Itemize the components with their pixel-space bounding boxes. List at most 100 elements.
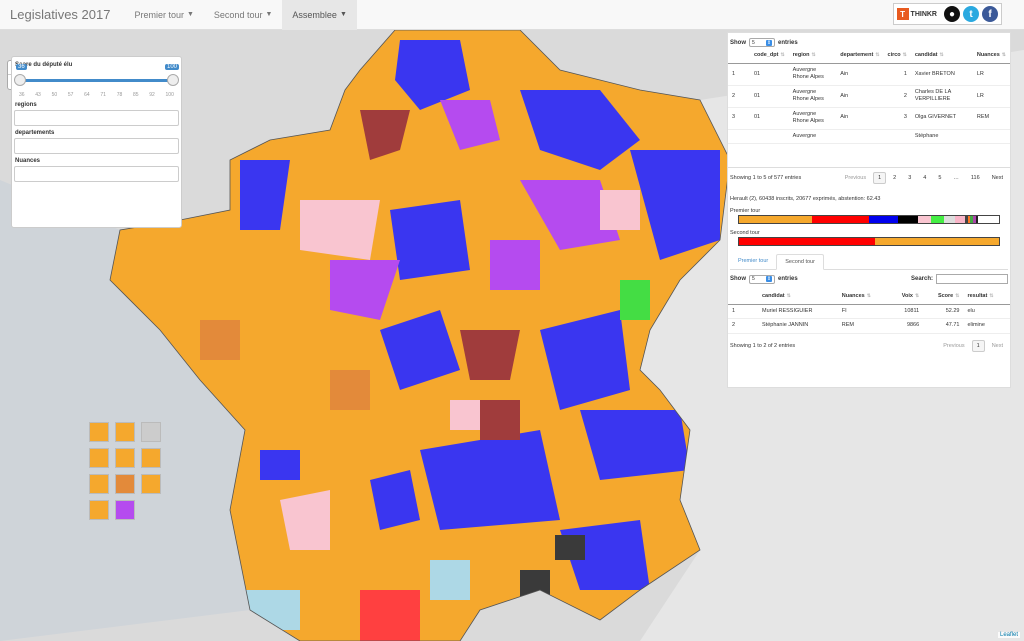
legend-swatch[interactable] — [115, 422, 135, 442]
nuances-select[interactable] — [14, 166, 179, 182]
show-label: Show — [730, 276, 746, 282]
page-button[interactable]: 3 — [908, 175, 912, 181]
legend-swatch[interactable] — [141, 448, 161, 468]
legend-swatch[interactable] — [141, 474, 161, 494]
col-label: code_dpt — [754, 52, 779, 58]
sort-icon: ⇅ — [914, 293, 920, 299]
table-row[interactable]: 1 01 Auvergne Rhone Alpes Ain 1 Xavier BRETON… — [728, 63, 1010, 86]
col-resultat[interactable]: resultat ⇅ — [963, 288, 1010, 305]
page-button[interactable]: 5 — [938, 175, 942, 181]
vote-share-segment — [975, 216, 979, 223]
previous-button[interactable]: Previous — [844, 175, 867, 181]
twitter-icon[interactable]: t — [963, 6, 979, 22]
col-voix[interactable]: Voix ⇅ — [888, 288, 924, 305]
page-button[interactable]: 4 — [923, 175, 927, 181]
table-cell: 01 — [750, 85, 789, 108]
next-button[interactable]: Next — [991, 342, 1003, 349]
circonscriptions-table-wrap[interactable]: code_dpt ⇅ region ⇅ departement ⇅ circo ⇅ ca… — [728, 47, 1010, 167]
table-cell: 3 — [883, 107, 911, 130]
region-fi — [440, 100, 500, 150]
table-cell: 2 — [883, 85, 911, 108]
legend-swatch[interactable] — [89, 422, 109, 442]
col-label: Nuances — [976, 52, 1000, 58]
table-cell: Charles DE LA VERPILLIERE — [910, 85, 973, 108]
thinkr-logo[interactable]: T THINKR — [896, 8, 937, 20]
departements-select[interactable] — [14, 138, 179, 154]
score-label: Score du député élu — [15, 62, 73, 68]
legend-swatch[interactable] — [115, 500, 135, 520]
regions-select[interactable] — [14, 110, 179, 126]
next-button[interactable]: Next — [991, 175, 1003, 181]
page-size-select[interactable]: 5 ⇕ — [749, 38, 775, 47]
table-row[interactable]: 2 Stéphanie JANNIN REM 9866 47.71 elimine — [728, 318, 1010, 334]
app-title[interactable]: Legislatives 2017 — [10, 7, 111, 22]
table-header-row: code_dpt ⇅ region ⇅ departement ⇅ circo ⇅ ca… — [728, 47, 1010, 64]
region-div — [330, 370, 370, 410]
legend-swatch[interactable] — [89, 474, 109, 494]
table-cell: 01 — [750, 107, 789, 130]
legend-swatch[interactable] — [115, 474, 135, 494]
table-cell: LR — [972, 63, 1010, 86]
circo-info: Herault (2), 60438 inscrits, 20677 expri… — [730, 196, 881, 202]
table-cell: FI — [837, 304, 889, 320]
sort-icon: ⇅ — [811, 52, 816, 58]
menu-second-tour[interactable]: Second tour ▼ — [204, 0, 282, 30]
vote-share-segment — [918, 216, 932, 223]
page-size-value: 5 — [752, 276, 755, 282]
menu-label: Premier tour — [134, 9, 184, 20]
col-nuances[interactable]: Nuances ⇅ — [837, 288, 889, 305]
page-button[interactable]: 116 — [970, 175, 980, 181]
github-icon[interactable]: ● — [944, 6, 960, 22]
menu-premier-tour[interactable]: Premier tour ▼ — [124, 0, 203, 30]
slider-handle-max[interactable] — [167, 74, 179, 86]
pagination-links: Previous 1 2 3 4 5 … 116 Next — [840, 172, 1008, 184]
tab-second-tour[interactable]: Second tour — [776, 254, 824, 270]
caret-down-icon: ▼ — [339, 11, 347, 18]
sort-icon: ⇅ — [866, 293, 871, 299]
results-panel: Show 5 ⇕ entries code_dpt ⇅ region ⇅ depart… — [727, 32, 1011, 388]
col-departement[interactable]: departement ⇅ — [836, 47, 884, 64]
col-candidat[interactable]: candidat ⇅ — [910, 47, 973, 64]
table-cell: Stéphane — [910, 129, 973, 144]
search-input[interactable] — [936, 274, 1008, 284]
tab-premier-tour[interactable]: Premier tour — [738, 258, 769, 264]
legend-swatch[interactable] — [89, 448, 109, 468]
page-size-select[interactable]: 5 ⇕ — [749, 274, 775, 284]
slider-handle-min[interactable] — [14, 74, 26, 86]
region-rem — [370, 470, 420, 530]
table-row[interactable]: 1 Muriel RESSIGUIER FI 10811 52.29 elu — [728, 304, 1010, 320]
col-circo[interactable]: circo ⇅ — [883, 47, 911, 64]
table-cell: 1 — [883, 63, 911, 86]
region-rem — [240, 160, 290, 230]
col-nuances[interactable]: Nuances ⇅ — [972, 47, 1010, 64]
page-button[interactable]: 1 — [873, 172, 887, 184]
col-candidat[interactable]: candidat ⇅ — [758, 288, 838, 305]
col-score[interactable]: Score ⇅ — [923, 288, 964, 305]
slider-tick: 78 — [116, 92, 123, 98]
menu-assemblee[interactable]: Assemblee ▼ — [282, 0, 357, 30]
sort-icon: ⇅ — [786, 293, 791, 299]
region-rem — [420, 430, 560, 530]
map-attribution[interactable]: Leaflet — [997, 632, 1020, 638]
table-cell — [972, 129, 1010, 144]
table-row[interactable]: Auvergne Stéphane — [728, 129, 1010, 144]
legend-swatch[interactable] — [115, 448, 135, 468]
sort-icon: ⇅ — [939, 52, 944, 58]
facebook-icon[interactable]: f — [982, 6, 998, 22]
legend-swatch[interactable] — [141, 422, 161, 442]
tour-tabs: Premier tour Second tour — [730, 254, 1008, 270]
region-ps — [600, 190, 640, 230]
score-slider[interactable]: 36 100 — [14, 64, 179, 94]
col-label: Score — [937, 293, 954, 299]
col-region[interactable]: region ⇅ — [788, 47, 837, 64]
slider-tick: 36 — [19, 92, 25, 98]
table-row[interactable]: 3 01 Auvergne Rhone Alpes Ain 3 Olga GIVERNET… — [728, 107, 1010, 130]
table-cell: REM — [837, 318, 889, 334]
table-row[interactable]: 2 01 Auvergne Rhone Alpes Ain 2 Charles DE LA… — [728, 85, 1010, 108]
col-code-dpt[interactable]: code_dpt ⇅ — [750, 47, 789, 64]
thinkr-logo-icon: T — [896, 8, 909, 20]
page-button[interactable]: 1 — [971, 339, 985, 352]
legend-swatch[interactable] — [89, 500, 109, 520]
page-button[interactable]: 2 — [893, 175, 897, 181]
previous-button[interactable]: Previous — [943, 342, 965, 349]
